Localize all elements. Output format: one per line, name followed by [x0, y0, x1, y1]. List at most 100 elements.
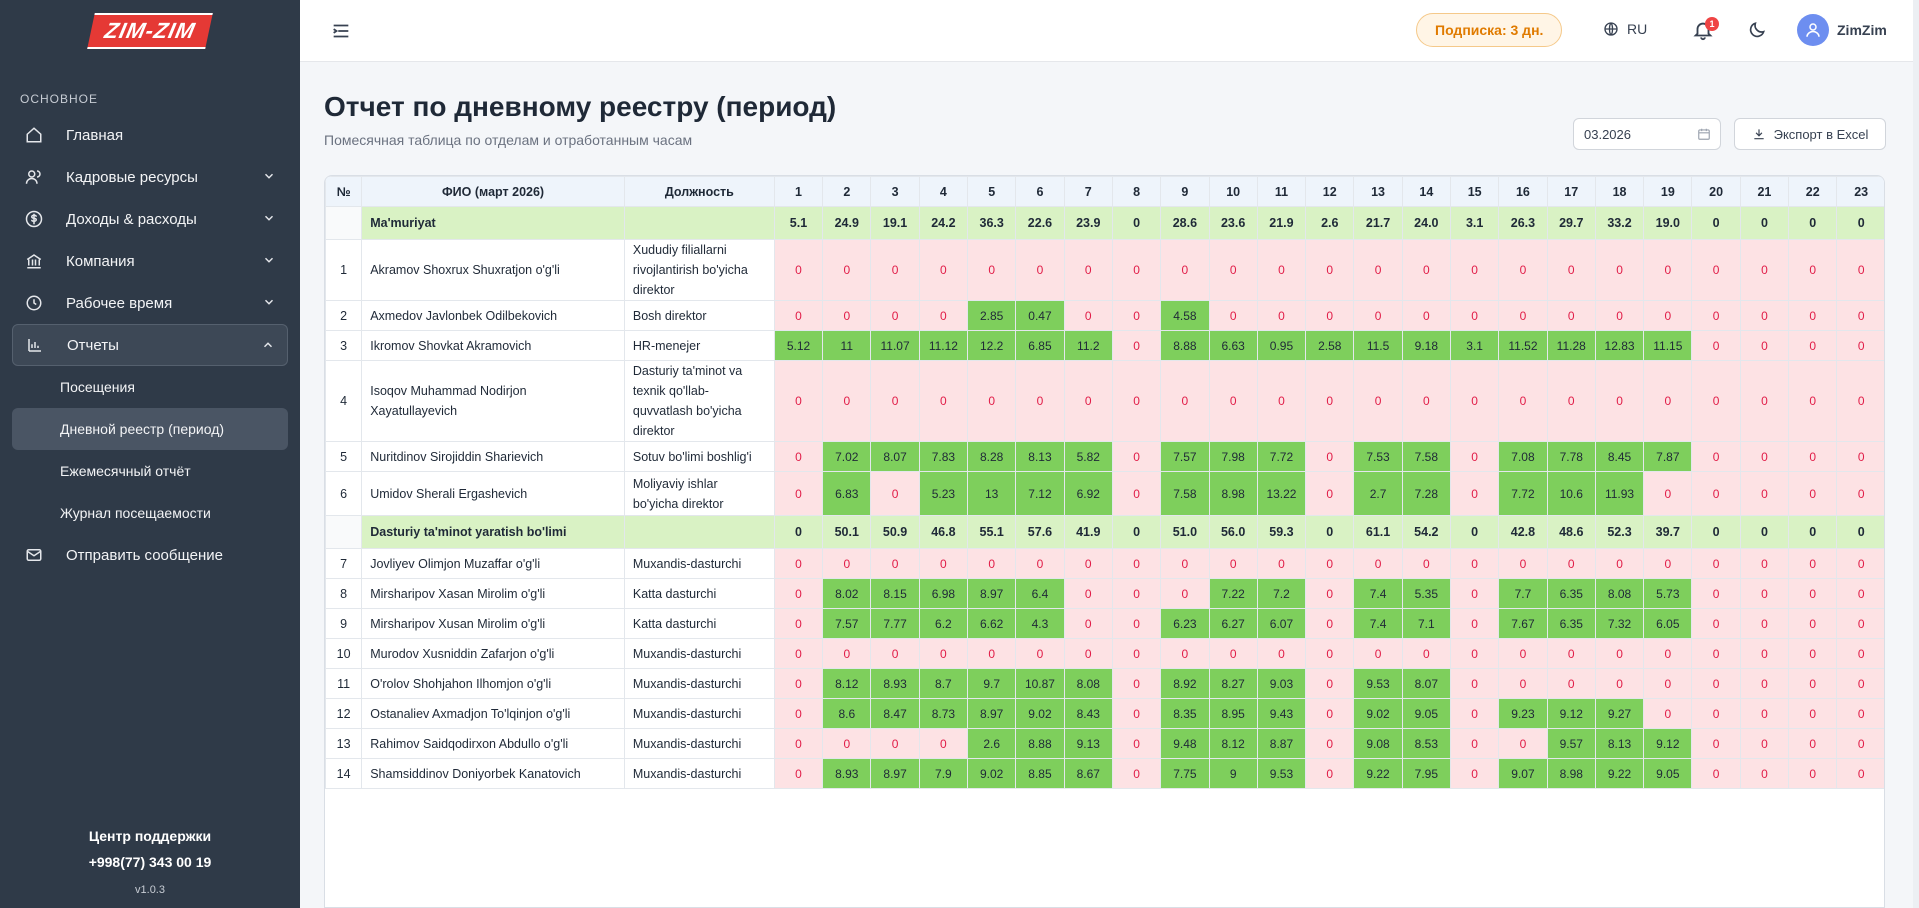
column-header-day: 5 — [967, 176, 1017, 207]
hours-cell: 0 — [1691, 638, 1741, 669]
hours-cell: 0 — [1256, 239, 1307, 301]
employee-position: Muxandis-dasturchi — [623, 758, 775, 789]
hours-cell: 12.83 — [1594, 330, 1645, 361]
sidebar-subitem-monthly-report[interactable]: Ежемесячный отчёт — [60, 463, 191, 479]
hours-cell: 0 — [1691, 608, 1741, 639]
hours-cell: 9.48 — [1160, 728, 1210, 759]
support-phone[interactable]: +998(77) 343 00 19 — [88, 854, 212, 870]
month-picker-value: 03.2026 — [1584, 126, 1631, 142]
hours-cell: 0 — [1208, 239, 1258, 301]
hours-cell: 8.88 — [1160, 330, 1210, 361]
hours-cell: 0 — [1449, 578, 1500, 609]
app-logo[interactable]: ZIM-ZIM — [0, 0, 300, 62]
hours-cell: 0 — [1160, 548, 1210, 579]
hours-cell: 0 — [918, 300, 969, 331]
hours-cell: 0 — [1691, 548, 1741, 579]
sidebar-item-hr[interactable]: Кадровые ресурсы — [12, 156, 288, 198]
employee-name: Akramov Shoxrux Shuxratjon o'g'li — [361, 239, 625, 301]
department-total-cell: 42.8 — [1498, 515, 1548, 549]
hours-cell: 0 — [1643, 668, 1693, 699]
page-subtitle: Помесячная таблица по отделам и отработа… — [324, 132, 693, 148]
hours-cell: 6.07 — [1256, 608, 1307, 639]
hours-cell: 6.98 — [918, 578, 969, 609]
calendar-icon — [1698, 128, 1710, 140]
hours-cell: 8.85 — [1015, 758, 1065, 789]
hours-cell: 0 — [1498, 300, 1548, 331]
hours-cell: 0 — [1546, 239, 1596, 301]
hours-cell: 7.22 — [1208, 578, 1258, 609]
export-excel-button[interactable]: Экспорт в Excel — [1734, 118, 1886, 150]
hours-cell: 7.83 — [918, 441, 969, 472]
user-menu[interactable]: ZimZim — [1797, 14, 1887, 46]
sidebar-subitem-daily-register[interactable]: Дневной реестр (период) — [12, 408, 288, 450]
hours-cell: 0 — [1594, 668, 1645, 699]
hours-cell: 0 — [822, 300, 872, 331]
hours-cell: 0 — [1160, 360, 1210, 442]
page-scrollbar[interactable] — [1913, 0, 1919, 908]
hours-cell: 8.35 — [1160, 698, 1210, 729]
hours-cell: 8.28 — [967, 441, 1017, 472]
chevron-down-icon — [264, 257, 274, 263]
department-total-cell: 41.9 — [1063, 515, 1113, 549]
mail-icon — [24, 545, 44, 565]
menu-toggle-icon[interactable] — [330, 20, 352, 42]
sidebar-item-reports[interactable]: Отчеты — [12, 324, 288, 366]
sidebar-item-company[interactable]: Компания — [12, 240, 288, 282]
sidebar-item-home[interactable]: Главная — [12, 114, 288, 156]
hours-cell: 0 — [1594, 638, 1645, 669]
hours-cell: 7.72 — [1498, 471, 1548, 516]
hours-cell: 8.12 — [822, 668, 872, 699]
column-header-day: 17 — [1546, 176, 1596, 207]
topbar: Подписка: 3 дн. RU 1 ZimZim — [300, 0, 1919, 62]
hours-cell: 2.58 — [1305, 330, 1355, 361]
month-picker[interactable]: 03.2026 — [1573, 118, 1721, 150]
hours-cell: 0 — [1305, 698, 1355, 729]
sidebar: ZIM-ZIM ОСНОВНОЕ Главная Кадровые ресурс… — [0, 0, 300, 908]
employee-name: Mirsharipov Xusan Mirolim o'g'li — [361, 608, 625, 639]
department-total-cell: 0 — [1739, 206, 1790, 240]
hours-cell: 0 — [1546, 548, 1596, 579]
hours-cell: 9.43 — [1256, 698, 1307, 729]
moon-icon[interactable] — [1747, 20, 1767, 40]
column-header-day: 20 — [1691, 176, 1741, 207]
sidebar-item-worktime[interactable]: Рабочее время — [12, 282, 288, 324]
hours-cell: 0 — [1691, 728, 1741, 759]
hours-cell: 0 — [1305, 548, 1355, 579]
hours-cell: 0 — [1691, 360, 1741, 442]
register-table-container[interactable]: № ФИО (март 2026) Должность 1 2 3 4 5 6 7 8 9 10 1… — [324, 175, 1885, 908]
hours-cell: 7.58 — [1401, 441, 1452, 472]
logo-text: ZIM-ZIM — [87, 13, 213, 49]
hours-cell: 0 — [1063, 360, 1113, 442]
hours-cell: 9.53 — [1353, 668, 1403, 699]
hours-cell: 7.95 — [1401, 758, 1452, 789]
hours-cell: 8.53 — [1401, 728, 1452, 759]
hours-cell: 9.08 — [1353, 728, 1403, 759]
hours-cell: 0 — [1111, 608, 1162, 639]
hours-cell: 0 — [1208, 300, 1258, 331]
hours-cell: 8.67 — [1063, 758, 1113, 789]
sidebar-item-send-message[interactable]: Отправить сообщение — [12, 534, 288, 576]
hours-cell: 13.22 — [1256, 471, 1307, 516]
hours-cell: 6.63 — [1208, 330, 1258, 361]
hours-cell: 0 — [1643, 239, 1693, 301]
sidebar-item-finance[interactable]: Доходы & расходы — [12, 198, 288, 240]
hours-cell: 11.07 — [870, 330, 920, 361]
hours-cell: 11.2 — [1063, 330, 1113, 361]
table-row: 1 Akramov Shoxrux Shuxratjon o'g'li Xududi… — [325, 239, 1884, 301]
hours-cell: 0 — [1111, 471, 1162, 516]
hours-cell: 7.4 — [1353, 578, 1403, 609]
hours-cell: 0 — [1788, 668, 1838, 699]
department-total-cell: 0 — [1305, 515, 1355, 549]
hours-cell: 0 — [1498, 638, 1548, 669]
hours-cell: 0 — [1739, 698, 1790, 729]
hours-cell: 0 — [1111, 360, 1162, 442]
department-total-cell: 0 — [1836, 206, 1884, 240]
row-number: 3 — [325, 330, 363, 361]
department-total-cell: 50.9 — [870, 515, 920, 549]
sidebar-subitem-attendance[interactable]: Посещения — [60, 379, 135, 395]
language-switcher[interactable]: RU — [1603, 21, 1647, 37]
subscription-badge[interactable]: Подписка: 3 дн. — [1416, 13, 1563, 47]
hours-cell: 0 — [1449, 239, 1500, 301]
sidebar-subitem-attendance-log[interactable]: Журнал посещаемости — [60, 505, 211, 521]
department-total-cell: 24.2 — [918, 206, 969, 240]
